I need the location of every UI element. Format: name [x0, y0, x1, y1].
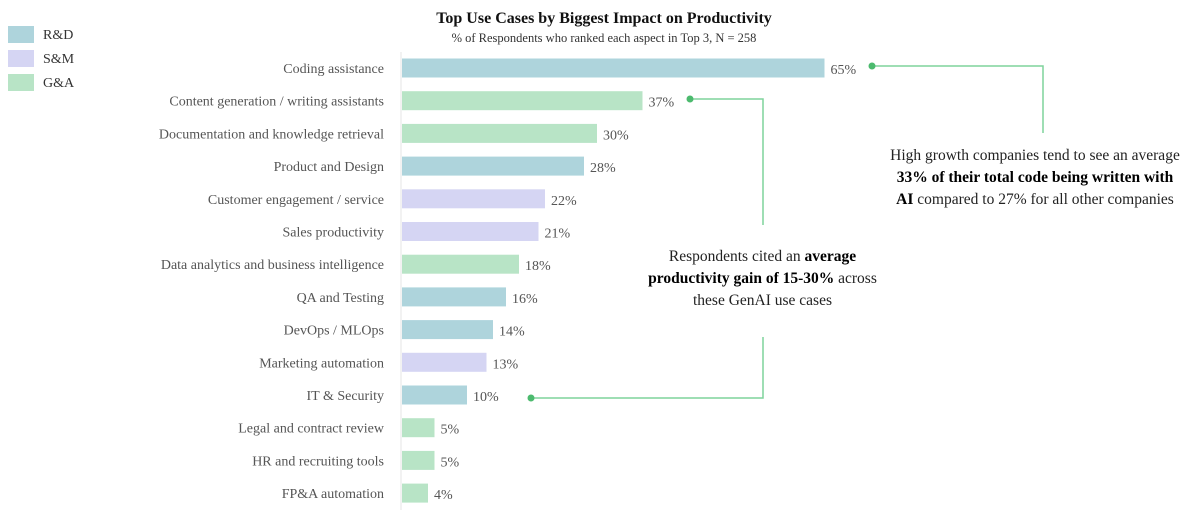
chart-title: Top Use Cases by Biggest Impact on Produ… — [436, 10, 772, 27]
bar — [402, 483, 428, 503]
value-label: 65% — [831, 63, 857, 78]
bar — [402, 450, 435, 470]
category-label: Documentation and knowledge retrieval — [159, 127, 384, 142]
connector-dot — [527, 394, 535, 402]
value-label: 30% — [603, 128, 629, 143]
value-label: 5% — [441, 423, 460, 438]
category-label: IT & Security — [306, 389, 384, 404]
category-label: HR and recruiting tools — [252, 454, 384, 469]
annotation-text: compared to 27% for all other companies — [913, 191, 1174, 208]
category-label: FP&A automation — [282, 487, 384, 502]
value-label: 22% — [551, 194, 577, 209]
connector-dot — [686, 95, 694, 103]
bar — [402, 91, 643, 111]
bar — [402, 254, 519, 274]
bar — [402, 385, 467, 405]
legend-label: G&A — [43, 76, 75, 91]
annotation-bold: 33% of their total code being written wi… — [896, 169, 1174, 208]
category-label: Customer engagement / service — [208, 193, 384, 208]
annotation-bold: average productivity gain of 15-30% — [648, 248, 857, 287]
category-label: DevOps / MLOps — [284, 324, 384, 339]
category-label: Content generation / writing assistants — [169, 95, 384, 110]
connector-productivity-top — [690, 98, 764, 225]
annotation-productivity: Respondents cited an average productivit… — [640, 246, 885, 312]
connector-high-growth — [872, 65, 1044, 133]
value-label: 10% — [473, 390, 499, 405]
connector-dot — [868, 62, 876, 70]
category-label: Data analytics and business intelligence — [161, 258, 384, 273]
annotation-text: across these GenAI use cases — [692, 270, 877, 309]
annotation-text: Respondents cited an — [668, 248, 805, 265]
category-label: Coding assistance — [283, 62, 384, 77]
legend-swatch — [8, 26, 34, 43]
annotation-text: High growth companies tend to see an ave… — [890, 147, 1180, 164]
value-label: 4% — [434, 488, 453, 503]
value-label: 13% — [493, 357, 519, 372]
value-label: 5% — [441, 455, 460, 470]
value-label: 18% — [525, 259, 551, 274]
category-label: QA and Testing — [297, 291, 384, 306]
connector-productivity-bottom — [531, 337, 764, 399]
bar — [402, 189, 545, 209]
bar — [402, 418, 435, 438]
bar — [402, 320, 493, 340]
bar — [402, 123, 597, 143]
annotation-high-growth: High growth companies tend to see an ave… — [890, 145, 1180, 211]
legend-label: R&D — [43, 28, 73, 43]
chart-subtitle: % of Respondents who ranked each aspect … — [452, 31, 757, 45]
legend-swatch — [8, 50, 34, 67]
value-label: 21% — [545, 227, 571, 242]
value-label: 37% — [649, 96, 675, 111]
bar — [402, 58, 825, 78]
bar — [402, 287, 506, 307]
category-label: Legal and contract review — [238, 422, 385, 437]
category-label: Sales productivity — [283, 226, 385, 241]
value-label: 28% — [590, 161, 616, 176]
bar — [402, 222, 539, 241]
value-label: 14% — [499, 325, 525, 340]
legend-label: S&M — [43, 52, 75, 67]
bar — [402, 156, 584, 176]
category-label: Marketing automation — [259, 356, 384, 371]
bar — [402, 352, 487, 372]
value-label: 16% — [512, 292, 538, 307]
category-label: Product and Design — [274, 160, 384, 175]
legend-swatch — [8, 74, 34, 91]
